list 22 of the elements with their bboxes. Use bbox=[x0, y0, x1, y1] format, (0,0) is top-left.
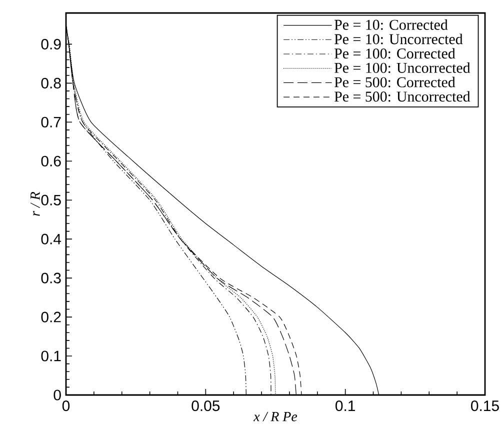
x-tick-label: 0 bbox=[62, 400, 70, 412]
y-axis-title: r / R bbox=[30, 192, 40, 216]
x-tick-label: 0.05 bbox=[192, 400, 220, 412]
legend-label: Pe = 100: Corrected bbox=[334, 48, 456, 59]
x-axis-title: x / R Pe bbox=[253, 412, 298, 422]
y-tick-label: 0.7 bbox=[41, 116, 61, 128]
x-tick-label: 0.15 bbox=[471, 400, 499, 412]
y-tick-label: 0.6 bbox=[41, 156, 61, 166]
y-tick-label: 0.2 bbox=[41, 312, 61, 322]
y-tick-label: 0 bbox=[54, 390, 61, 400]
y-tick-label: 0.3 bbox=[41, 272, 61, 284]
legend-label: Pe = 10: Corrected bbox=[334, 19, 448, 30]
legend-label: Pe = 10: Uncorrected bbox=[334, 34, 463, 44]
y-tick-label: 0.8 bbox=[41, 78, 61, 88]
y-tick-label: 0.9 bbox=[41, 38, 61, 50]
legend-label: Pe = 100: Uncorrected bbox=[334, 62, 470, 73]
legend-label: Pe = 500: Uncorrected bbox=[334, 91, 470, 102]
legend-label: Pe = 500: Corrected bbox=[334, 76, 456, 88]
y-tick-label: 0.5 bbox=[41, 194, 61, 206]
y-tick-label: 0.1 bbox=[41, 350, 61, 362]
y-tick-label: 0.4 bbox=[41, 234, 62, 244]
x-tick-label: 0.1 bbox=[336, 400, 355, 412]
